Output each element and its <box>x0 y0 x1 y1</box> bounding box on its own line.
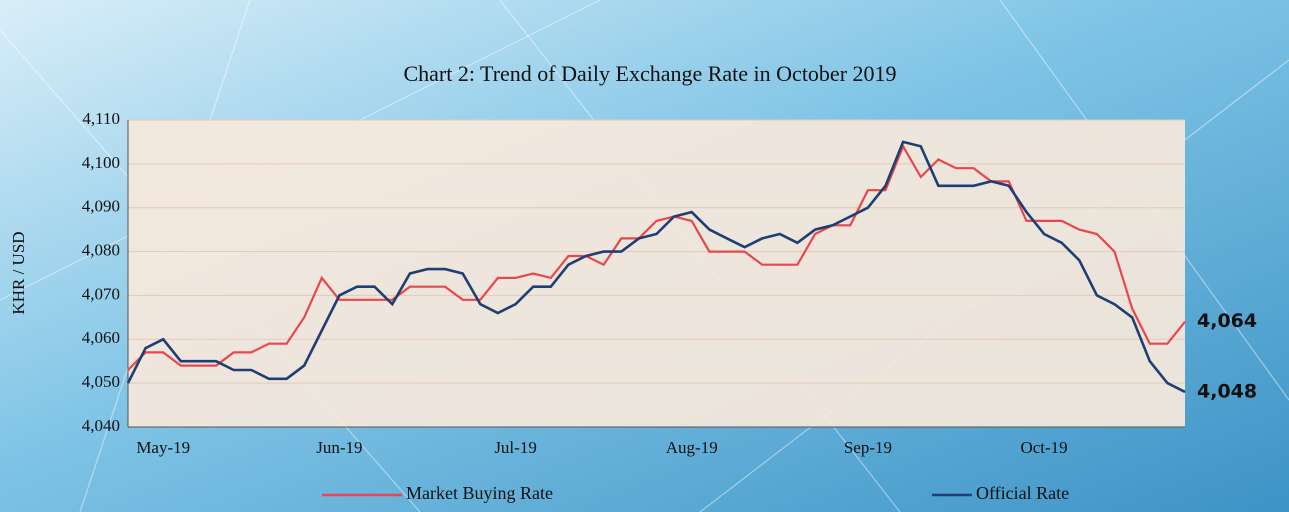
y-axis-label: KHR / USD <box>9 231 28 314</box>
y-tick-label: 4,110 <box>82 109 120 128</box>
y-tick-label: 4,090 <box>82 197 120 216</box>
y-tick-label: 4,040 <box>82 416 120 435</box>
y-tick-label: 4,050 <box>82 372 120 391</box>
value-label: 4,064 <box>1197 310 1257 332</box>
x-tick-label: Sep-19 <box>844 438 892 457</box>
x-tick-label: Aug-19 <box>666 438 718 457</box>
value-label: 4,048 <box>1197 380 1257 402</box>
y-tick-label: 4,060 <box>82 328 120 347</box>
chart-title: Chart 2: Trend of Daily Exchange Rate in… <box>403 61 896 86</box>
x-tick-label: Jun-19 <box>316 438 362 457</box>
x-tick-label: Oct-19 <box>1020 438 1067 457</box>
series-line <box>126 140 1186 394</box>
plot-area <box>128 120 1185 427</box>
y-tick-label: 4,080 <box>82 240 120 259</box>
x-tick-label: May-19 <box>136 438 190 457</box>
legend-label: Official Rate <box>976 483 1069 503</box>
y-tick-label: 4,100 <box>82 153 120 172</box>
series-line <box>127 143 1186 371</box>
legend-label: Market Buying Rate <box>406 483 553 503</box>
x-tick-label: Jul-19 <box>494 438 537 457</box>
y-tick-label: 4,070 <box>82 284 120 303</box>
